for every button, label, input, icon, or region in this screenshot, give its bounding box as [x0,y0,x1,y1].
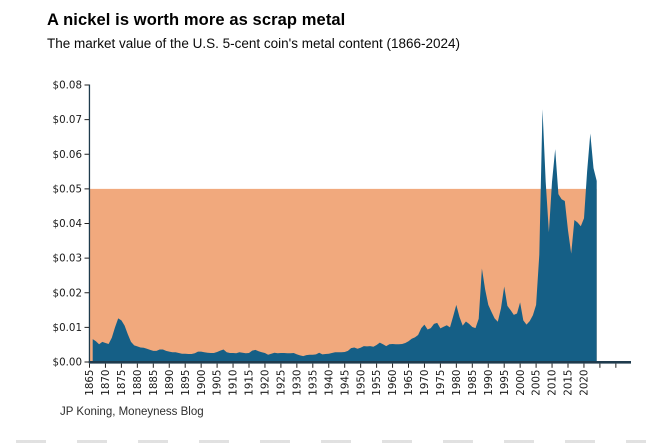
x-tick-label: 1960 [387,370,399,396]
y-tick-label: $0.02 [53,287,82,299]
y-tick-label: $0.07 [53,114,82,126]
x-tick-label: 1870 [100,370,112,396]
x-tick-label: 1930 [291,370,303,396]
x-tick-label: 1970 [419,370,431,396]
x-tick-label: 1950 [355,370,367,396]
x-tick-label: 2010 [547,370,559,396]
x-tick-label: 1925 [276,370,288,396]
x-tick-label: 1955 [371,370,383,396]
x-tick-label: 1895 [180,370,192,396]
x-tick-label: 1915 [244,370,256,396]
x-tick-label: 1940 [323,370,335,396]
x-tick-label: 2005 [531,370,543,396]
y-tick-label: $0.00 [53,357,82,369]
x-tick-label: 1985 [467,370,479,396]
x-axis-spine [88,361,632,364]
x-tick-label: 1990 [483,369,495,395]
x-tick-label: 1965 [403,370,415,396]
x-tick-label: 1900 [196,370,208,396]
x-tick-label: 1910 [228,370,240,396]
x-tick-label: 1865 [84,370,96,396]
x-tick-label: 2015 [563,370,575,396]
x-tick-label: 1885 [148,370,160,396]
x-tick-label: 2000 [515,370,527,396]
y-tick-label: $0.05 [53,183,82,195]
x-tick-label: 1880 [132,370,144,396]
y-axis-spine [88,84,91,363]
x-tick-label: 1890 [164,370,176,396]
y-tick-label: $0.08 [53,80,82,92]
y-tick-label: $0.01 [53,322,82,334]
bottom-cutoff-decoration [0,440,646,443]
chart-subtitle: The market value of the U.S. 5-cent coin… [47,36,461,51]
y-tick-label: $0.03 [53,253,82,265]
x-tick-label: 1945 [339,370,351,396]
x-tick-label: 1920 [260,370,272,396]
x-tick-label: 1875 [116,370,128,396]
x-tick-label: 1905 [212,370,224,396]
y-tick-label: $0.06 [53,149,82,161]
chart-title: A nickel is worth more as scrap metal [47,11,346,29]
metal-value-area [92,109,597,362]
x-tick-label: 1980 [451,370,463,396]
x-tick-label: 1975 [435,370,447,396]
source-credit: JP Koning, Moneyness Blog [60,406,204,418]
x-tick-label: 2020 [579,370,591,396]
x-tick-label: 1995 [499,370,511,396]
y-tick-label: $0.04 [53,218,82,230]
x-tick-label: 1935 [307,370,319,396]
